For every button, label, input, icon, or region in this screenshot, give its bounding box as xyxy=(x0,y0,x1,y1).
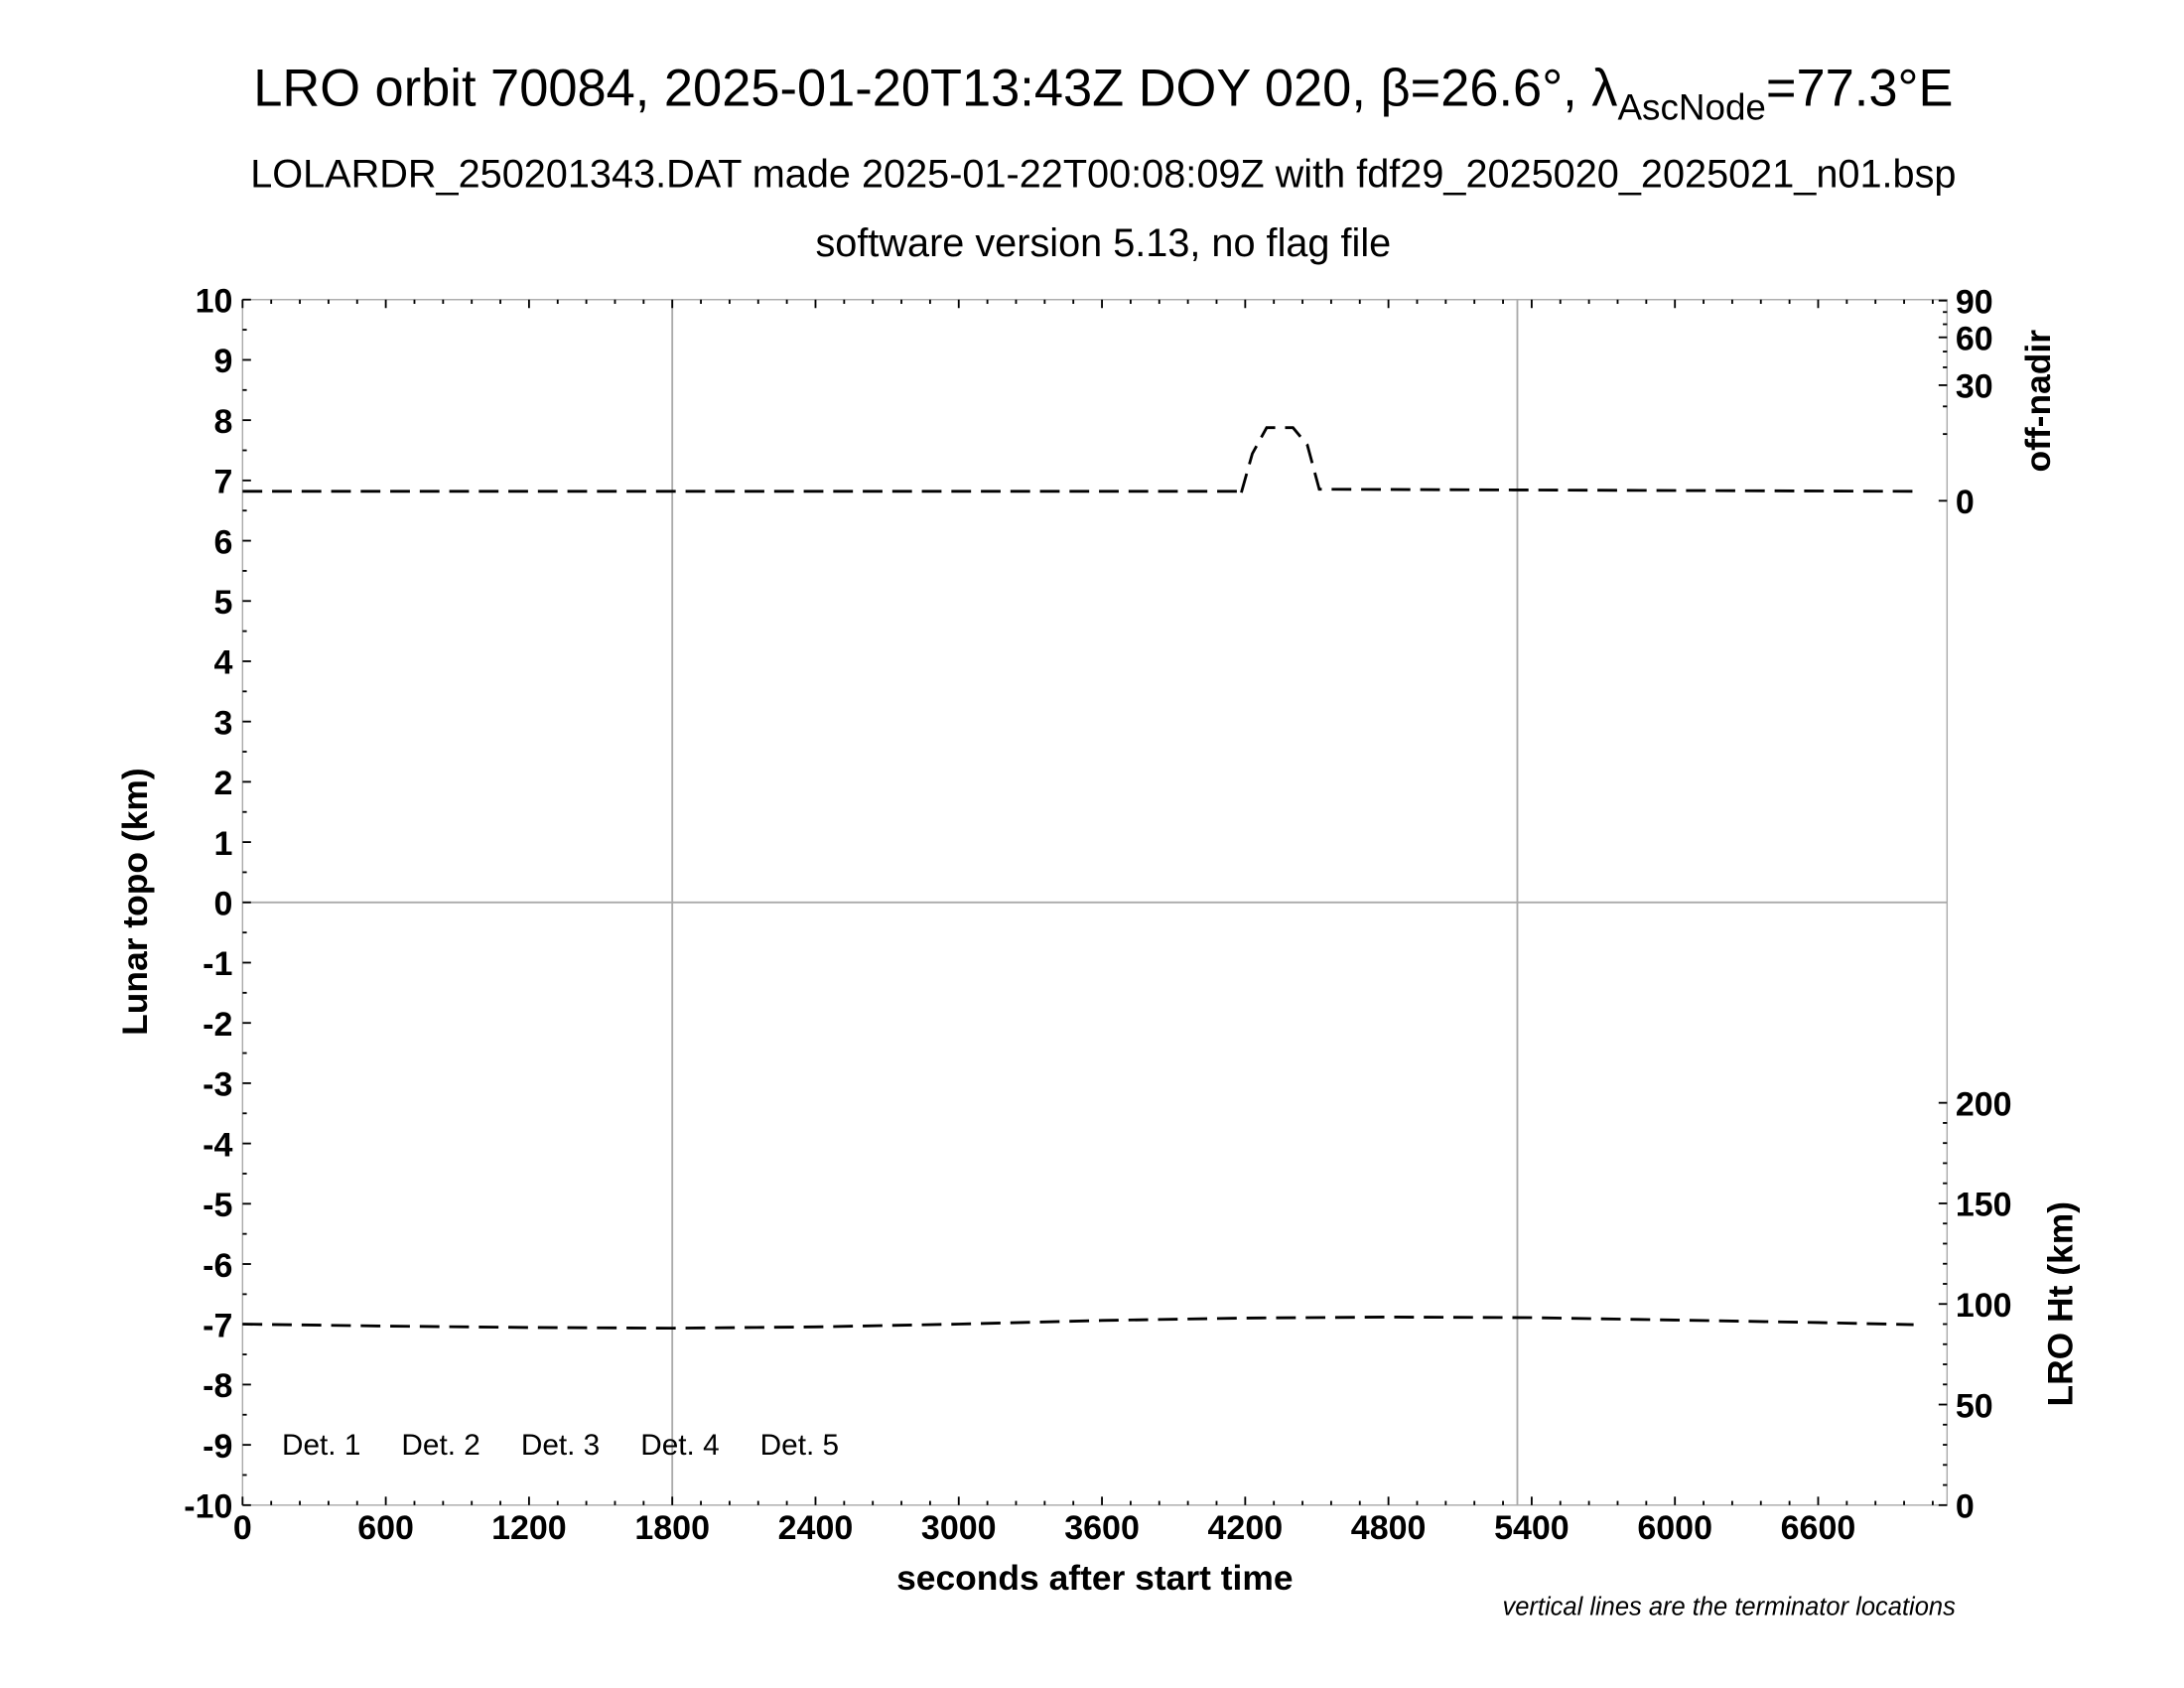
lro-height-line xyxy=(242,1316,1914,1331)
chart-subtitle-2: software version 5.13, no flag file xyxy=(815,221,1391,265)
y-tick-label: -8 xyxy=(203,1367,232,1405)
ht-tick-label: 150 xyxy=(1956,1187,2012,1224)
chart-subtitle: LOLARDR_250201343.DAT made 2025-01-22T00… xyxy=(250,152,1956,196)
x-tick-label: 2400 xyxy=(778,1509,854,1547)
legend-item-det-4: Det. 4 xyxy=(640,1429,719,1462)
x-tick-label: 1800 xyxy=(634,1509,710,1547)
x-tick-label: 1200 xyxy=(491,1509,567,1547)
y-tick-label: -2 xyxy=(203,1006,232,1044)
y-tick-label: 5 xyxy=(213,584,232,622)
lro-ht-axis-label: LRO Ht (km) xyxy=(2040,1201,2080,1407)
off-nadir-line xyxy=(242,426,1914,500)
y-tick-label: 2 xyxy=(213,765,232,802)
y-tick-label: 9 xyxy=(213,343,232,380)
legend-item-det-3: Det. 3 xyxy=(521,1429,600,1462)
x-tick-label: 4200 xyxy=(1208,1509,1284,1547)
x-tick-label: 4800 xyxy=(1351,1509,1427,1547)
off-nadir-tick-label: 0 xyxy=(1956,484,1975,521)
x-tick-label: 3600 xyxy=(1064,1509,1140,1547)
x-tick-label: 6600 xyxy=(1781,1509,1856,1547)
x-tick-label: 5400 xyxy=(1494,1509,1570,1547)
y-axis-label: Lunar topo (km) xyxy=(115,768,155,1035)
off-nadir-tick-label: 30 xyxy=(1956,368,1993,406)
off-nadir-tick-label: 90 xyxy=(1956,283,1993,321)
footnote: vertical lines are the terminator locati… xyxy=(1502,1593,1956,1620)
y-tick-label: 7 xyxy=(213,464,232,501)
legend-item-det-5: Det. 5 xyxy=(760,1429,839,1462)
y-tick-label: -5 xyxy=(203,1187,232,1224)
y-tick-label: -7 xyxy=(203,1307,232,1344)
x-tick-label: 3000 xyxy=(921,1509,997,1547)
y-tick-label: 6 xyxy=(213,523,232,561)
y-tick-label: -3 xyxy=(203,1066,232,1104)
y-tick-label: -9 xyxy=(203,1428,232,1466)
chart-title: LRO orbit 70084, 2025-01-20T13:43Z DOY 0… xyxy=(253,60,1953,127)
x-tick-label: 6000 xyxy=(1637,1509,1712,1547)
y-tick-label: 1 xyxy=(213,825,232,863)
y-tick-label: -1 xyxy=(203,945,232,983)
off-nadir-axis-label: off-nadir xyxy=(2018,330,2058,473)
ht-tick-label: 100 xyxy=(1956,1287,2012,1325)
y-tick-label: 10 xyxy=(196,283,233,321)
x-tick-label: 0 xyxy=(233,1509,252,1547)
off-nadir-tick-label: 60 xyxy=(1956,320,1993,357)
y-tick-label: -6 xyxy=(203,1247,232,1285)
legend-item-det-1: Det. 1 xyxy=(282,1429,360,1462)
y-tick-label: 3 xyxy=(213,704,232,742)
y-tick-label: -10 xyxy=(184,1488,232,1526)
legend-item-det-2: Det. 2 xyxy=(401,1429,479,1462)
y-tick-label: 4 xyxy=(213,644,232,682)
y-tick-label: 0 xyxy=(213,886,232,923)
ht-tick-label: 0 xyxy=(1956,1488,1975,1526)
x-axis-label: seconds after start time xyxy=(896,1558,1293,1598)
x-tick-label: 600 xyxy=(357,1509,414,1547)
ht-tick-label: 200 xyxy=(1956,1085,2012,1123)
ht-tick-label: 50 xyxy=(1956,1387,1993,1425)
y-tick-label: 8 xyxy=(213,403,232,441)
y-tick-label: -4 xyxy=(203,1126,232,1164)
